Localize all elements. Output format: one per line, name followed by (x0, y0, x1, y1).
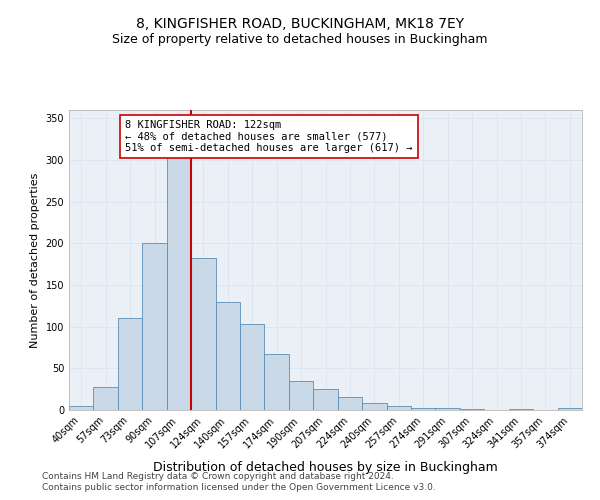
Bar (94, 386, 118, 410)
Bar (436, 408, 460, 410)
Bar (289, 381, 313, 410)
Text: Contains public sector information licensed under the Open Government Licence v3: Contains public sector information licen… (42, 484, 436, 492)
Text: 8 KINGFISHER ROAD: 122sqm
← 48% of detached houses are smaller (577)
51% of semi: 8 KINGFISHER ROAD: 122sqm ← 48% of detac… (125, 120, 413, 153)
Y-axis label: Number of detached properties: Number of detached properties (30, 172, 40, 348)
Bar (362, 404, 386, 410)
Text: Size of property relative to detached houses in Buckingham: Size of property relative to detached ho… (112, 32, 488, 46)
Bar (69, 406, 94, 410)
Bar (557, 408, 582, 410)
X-axis label: Distribution of detached houses by size in Buckingham: Distribution of detached houses by size … (153, 461, 498, 474)
Bar (240, 324, 265, 410)
Bar (215, 302, 240, 410)
Bar (191, 258, 215, 410)
Text: 8, KINGFISHER ROAD, BUCKINGHAM, MK18 7EY: 8, KINGFISHER ROAD, BUCKINGHAM, MK18 7EY (136, 18, 464, 32)
Bar (265, 354, 289, 410)
Bar (509, 409, 533, 410)
Bar (338, 396, 362, 410)
Bar (167, 135, 191, 410)
Bar (411, 408, 436, 410)
Bar (142, 244, 167, 410)
Bar (118, 318, 142, 410)
Text: Contains HM Land Registry data © Crown copyright and database right 2024.: Contains HM Land Registry data © Crown c… (42, 472, 394, 481)
Bar (460, 409, 484, 410)
Bar (386, 406, 411, 410)
Bar (313, 389, 338, 410)
